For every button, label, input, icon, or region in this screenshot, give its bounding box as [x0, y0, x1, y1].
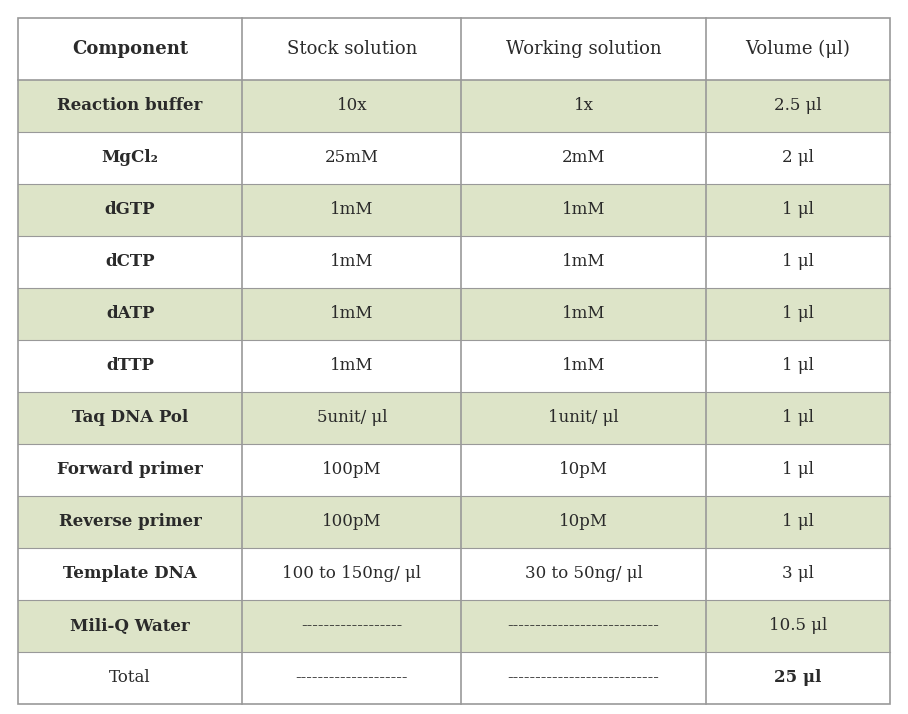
- Text: 10x: 10x: [337, 98, 367, 114]
- Text: 10pM: 10pM: [559, 513, 608, 531]
- Text: dCTP: dCTP: [105, 253, 155, 271]
- Bar: [18, 392, 890, 444]
- Text: Reaction buffer: Reaction buffer: [57, 98, 202, 114]
- Text: 1 μl: 1 μl: [782, 513, 814, 531]
- Text: 2.5 μl: 2.5 μl: [774, 98, 822, 114]
- Text: 10.5 μl: 10.5 μl: [769, 618, 827, 635]
- Bar: [18, 288, 890, 340]
- Text: 2 μl: 2 μl: [782, 149, 814, 166]
- Text: 100pM: 100pM: [322, 513, 381, 531]
- Text: Volume (μl): Volume (μl): [745, 40, 850, 58]
- Text: 1unit/ μl: 1unit/ μl: [548, 410, 619, 426]
- Text: Mili-Q Water: Mili-Q Water: [70, 618, 190, 635]
- Text: 1 μl: 1 μl: [782, 201, 814, 218]
- Text: 25mM: 25mM: [325, 149, 379, 166]
- Text: Working solution: Working solution: [506, 40, 661, 58]
- Text: ---------------------------: ---------------------------: [508, 618, 659, 635]
- Text: 1mM: 1mM: [562, 306, 606, 323]
- Text: Forward primer: Forward primer: [57, 461, 203, 478]
- Text: dGTP: dGTP: [104, 201, 155, 218]
- Bar: [18, 184, 890, 236]
- Bar: [18, 548, 890, 600]
- Bar: [18, 340, 890, 392]
- Bar: [18, 80, 890, 132]
- Text: 1mM: 1mM: [562, 253, 606, 271]
- Text: dTTP: dTTP: [106, 358, 154, 375]
- Text: 1 μl: 1 μl: [782, 253, 814, 271]
- Text: MgCl₂: MgCl₂: [102, 149, 159, 166]
- Text: 30 to 50ng/ μl: 30 to 50ng/ μl: [525, 565, 643, 583]
- Text: Component: Component: [72, 40, 188, 58]
- Bar: [18, 444, 890, 496]
- Text: --------------------: --------------------: [296, 670, 408, 686]
- Text: 1mM: 1mM: [562, 358, 606, 375]
- Text: 25 μl: 25 μl: [775, 670, 822, 686]
- Text: 5unit/ μl: 5unit/ μl: [317, 410, 387, 426]
- Bar: [18, 600, 890, 652]
- Text: Stock solution: Stock solution: [287, 40, 417, 58]
- Bar: [18, 132, 890, 184]
- Text: 1mM: 1mM: [331, 358, 373, 375]
- Bar: [18, 652, 890, 704]
- Bar: [18, 236, 890, 288]
- Text: 10pM: 10pM: [559, 461, 608, 478]
- Text: dATP: dATP: [106, 306, 154, 323]
- Text: 1mM: 1mM: [331, 201, 373, 218]
- Text: ------------------: ------------------: [301, 618, 402, 635]
- Text: 100 to 150ng/ μl: 100 to 150ng/ μl: [282, 565, 421, 583]
- Text: Template DNA: Template DNA: [64, 565, 197, 583]
- Text: 2mM: 2mM: [562, 149, 606, 166]
- Text: Taq DNA Pol: Taq DNA Pol: [72, 410, 188, 426]
- Text: 3 μl: 3 μl: [782, 565, 814, 583]
- Text: 1 μl: 1 μl: [782, 306, 814, 323]
- Text: 1x: 1x: [574, 98, 594, 114]
- Bar: [18, 18, 890, 80]
- Text: 1mM: 1mM: [331, 306, 373, 323]
- Text: 1mM: 1mM: [562, 201, 606, 218]
- Text: Reverse primer: Reverse primer: [59, 513, 202, 531]
- Text: 1 μl: 1 μl: [782, 461, 814, 478]
- Text: 1mM: 1mM: [331, 253, 373, 271]
- Text: 1 μl: 1 μl: [782, 410, 814, 426]
- Text: 1 μl: 1 μl: [782, 358, 814, 375]
- Text: Total: Total: [109, 670, 151, 686]
- Bar: [18, 496, 890, 548]
- Text: ---------------------------: ---------------------------: [508, 670, 659, 686]
- Text: 100pM: 100pM: [322, 461, 381, 478]
